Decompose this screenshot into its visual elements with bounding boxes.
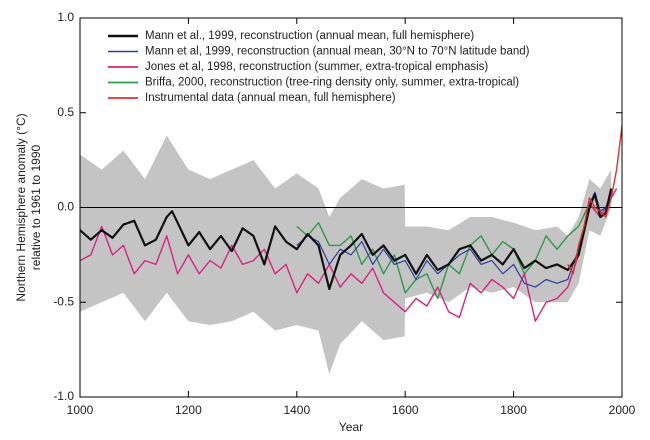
y-tick-label: -1.0 [53, 389, 74, 403]
x-tick-label: 1200 [175, 403, 202, 417]
y-axis-label: relative to 1961 to 1990 [29, 144, 43, 270]
series-line [79, 188, 618, 322]
x-axis-label: Year [339, 420, 363, 434]
legend-label: Mann et al., 1999, reconstruction (annua… [145, 30, 474, 42]
y-axis-label: Northern Hemisphere anomaly (°C) [14, 113, 28, 301]
legend-label: Briffa, 2000, reconstruction (tree-ring … [145, 77, 519, 89]
x-tick-label: 1800 [500, 403, 527, 417]
legend-label: Jones et al, 1998, reconstruction (summe… [145, 61, 488, 73]
uncertainty-band [80, 135, 612, 375]
x-tick-label: 1400 [283, 403, 310, 417]
legend-label: Mann et al, 1999, reconstruction (annual… [145, 46, 530, 58]
legend-label: Instrumental data (annual mean, full hem… [145, 92, 396, 104]
x-tick-label: 1000 [67, 403, 94, 417]
y-tick-label: 0.0 [57, 200, 74, 214]
y-tick-label: 0.5 [57, 105, 74, 119]
x-tick-label: 1600 [392, 403, 419, 417]
series-line [79, 188, 613, 291]
y-tick-label: -0.5 [53, 294, 74, 308]
y-tick-label: 1.0 [57, 10, 74, 24]
x-tick-label: 2000 [609, 403, 636, 417]
series-line [567, 125, 623, 275]
